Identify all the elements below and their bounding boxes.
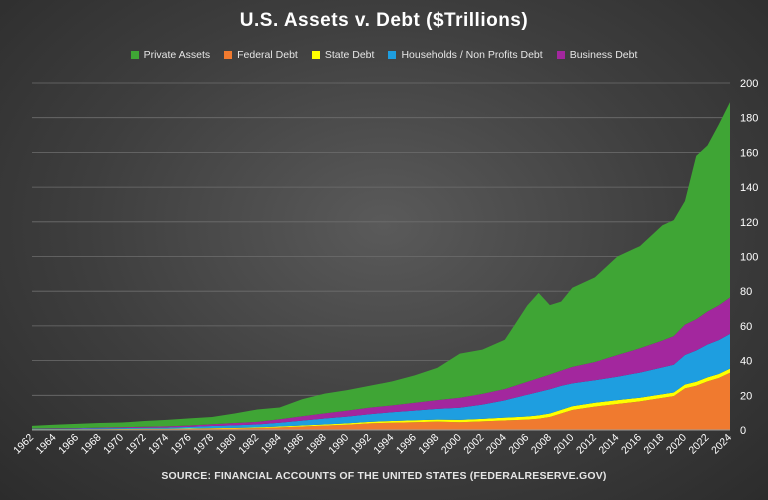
- legend: Private Assets Federal Debt State Debt H…: [0, 49, 768, 61]
- y-tick-label: 120: [740, 217, 758, 229]
- chart-title: U.S. Assets v. Debt ($Trillions): [239, 10, 529, 31]
- x-tick-label: 1982: [236, 431, 261, 456]
- x-tick-label: 1988: [304, 431, 329, 456]
- legend-item-business-debt[interactable]: Business Debt: [556, 49, 638, 61]
- legend-swatch: [388, 51, 397, 59]
- legend-item-private-assets[interactable]: Private Assets: [130, 49, 211, 61]
- y-tick-label: 180: [740, 113, 758, 125]
- y-tick-label: 200: [740, 78, 758, 90]
- x-tick-label: 2022: [687, 431, 712, 456]
- legend-swatch: [130, 51, 139, 59]
- area-federal-debt: [32, 372, 730, 430]
- y-tick-label: 80: [740, 286, 752, 298]
- legend-label: Business Debt: [569, 49, 638, 61]
- x-tick-label: 1978: [191, 431, 216, 456]
- legend-item-federal-debt[interactable]: Federal Debt: [224, 49, 298, 61]
- x-tick-label: 1996: [394, 431, 419, 456]
- x-tick-label: 1986: [281, 431, 306, 456]
- x-tick-label: 1998: [416, 431, 441, 456]
- legend-label: Households / Non Profits Debt: [401, 49, 543, 61]
- legend-swatch: [311, 51, 320, 59]
- area-business-debt: [32, 297, 730, 429]
- x-tick-label: 2002: [461, 431, 486, 456]
- x-tick-label: 1990: [326, 431, 351, 456]
- x-tick-label: 2010: [551, 431, 576, 456]
- legend-item-state-debt[interactable]: State Debt: [311, 49, 375, 61]
- x-tick-label: 1984: [259, 431, 284, 456]
- y-tick-label: 0: [740, 425, 746, 437]
- area-private-assets: [32, 102, 730, 429]
- y-tick-label: 100: [740, 252, 758, 264]
- x-tick-label: 1980: [214, 431, 239, 456]
- y-tick-label: 20: [740, 390, 752, 402]
- legend-swatch: [224, 51, 233, 59]
- x-tick-label: 1962: [11, 431, 36, 456]
- x-tick-label: 2006: [506, 431, 531, 456]
- y-tick-label: 40: [740, 356, 752, 368]
- x-tick-label: 2024: [709, 431, 734, 456]
- x-tick-label: 1994: [371, 431, 396, 456]
- legend-label: Private Assets: [143, 49, 211, 61]
- x-tick-label: 1972: [124, 431, 149, 456]
- area-households-non-profits-debt: [32, 333, 730, 430]
- x-tick-label: 2004: [484, 431, 509, 456]
- legend-item-households-debt[interactable]: Households / Non Profits Debt: [388, 49, 543, 61]
- y-tick-label: 160: [740, 147, 758, 159]
- x-tick-label: 2018: [642, 431, 667, 456]
- y-tick-label: 60: [740, 321, 752, 333]
- x-tick-label: 2014: [597, 431, 622, 456]
- legend-label: State Debt: [324, 49, 375, 61]
- x-tick-label: 1968: [79, 431, 104, 456]
- legend-label: Federal Debt: [237, 49, 298, 61]
- x-tick-label: 2008: [529, 431, 554, 456]
- source-note: SOURCE: FINANCIAL ACCOUNTS OF THE UNITED…: [161, 470, 607, 482]
- legend-swatch: [556, 51, 565, 59]
- x-tick-label: 1992: [349, 431, 374, 456]
- x-tick-label: 2016: [619, 431, 644, 456]
- x-tick-label: 2012: [574, 431, 599, 456]
- area-state-debt: [32, 368, 730, 430]
- y-tick-label: 140: [740, 182, 758, 194]
- x-tick-label: 1970: [101, 431, 126, 456]
- x-tick-label: 1976: [169, 431, 194, 456]
- x-tick-label: 2020: [664, 431, 689, 456]
- x-tick-label: 1964: [34, 431, 59, 456]
- x-tick-label: 2000: [439, 431, 464, 456]
- x-tick-label: 1974: [146, 431, 171, 456]
- x-tick-label: 1966: [56, 431, 81, 456]
